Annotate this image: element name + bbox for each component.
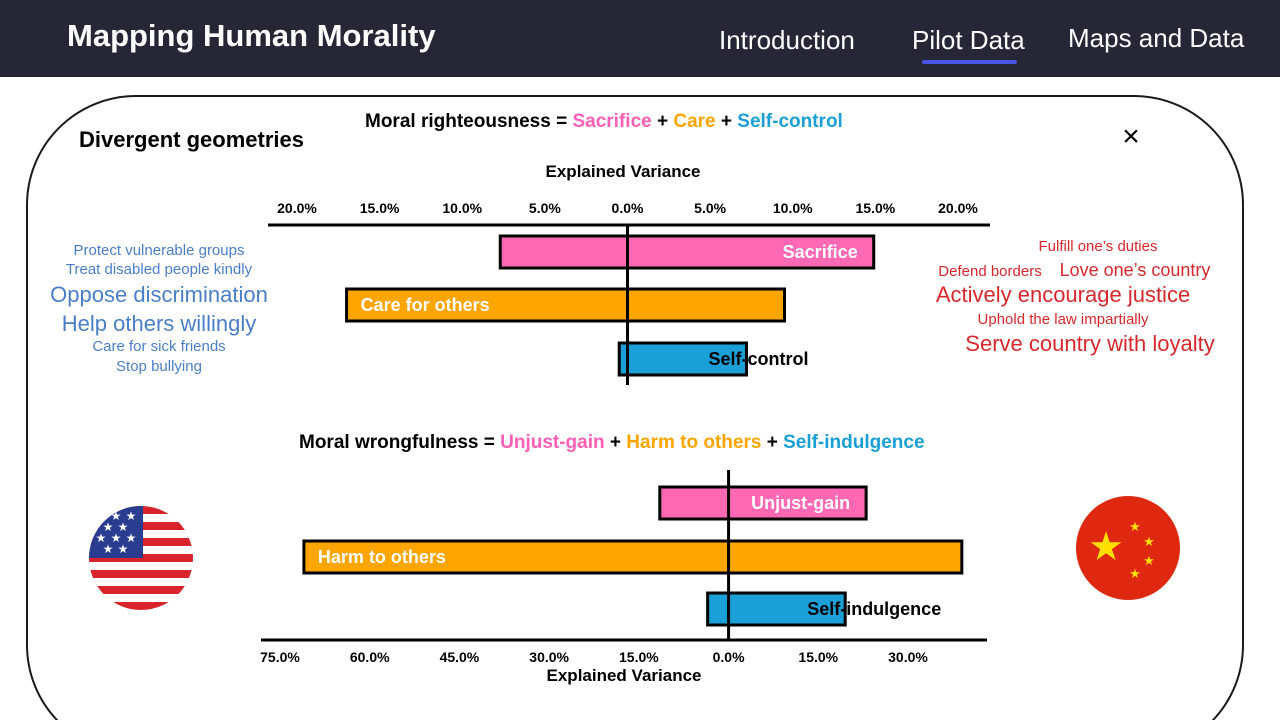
- chart-1-title-part: +: [715, 111, 738, 132]
- chart-1-title-part: Care: [673, 111, 716, 132]
- china-word: Actively encourage justice: [935, 282, 1191, 307]
- chart-1-bar-label: Self-control: [708, 349, 808, 369]
- svg-text:★: ★: [103, 520, 114, 534]
- chart-2-title-part: Self-indulgence: [783, 432, 925, 453]
- chart-1-title-part: Sacrifice: [572, 111, 652, 132]
- chart-1-title-part: Self-control: [737, 111, 843, 132]
- chart-2-axis-label: Explained Variance: [547, 666, 702, 685]
- chart-1-tick-label: 15.0%: [360, 200, 400, 216]
- svg-text:★: ★: [111, 531, 122, 545]
- chart-1-bar: [498, 234, 876, 270]
- nav-link-maps-and-data[interactable]: Maps and Data: [1068, 23, 1245, 53]
- nav-link-pilot-data[interactable]: Pilot Data: [912, 25, 1025, 55]
- chart-2-bar: [658, 485, 868, 521]
- chart-2-tick-label: 15.0%: [798, 649, 838, 665]
- china-word: Fulfill one’s duties: [1038, 238, 1158, 255]
- chart-2-title-part: =: [478, 432, 501, 453]
- china-word: Defend borders: [938, 263, 1042, 280]
- chart-1-tick-label: 10.0%: [442, 200, 482, 216]
- chart-2-tick-label: 45.0%: [440, 649, 480, 665]
- top-nav-bar: Mapping Human Morality Introduction Pilo…: [0, 0, 1280, 77]
- china-word: Uphold the law impartially: [977, 311, 1149, 328]
- us-word: Help others willingly: [61, 311, 257, 336]
- chart-1-tick-label: 5.0%: [529, 200, 561, 216]
- svg-text:★: ★: [1143, 554, 1155, 569]
- chart-1-axis-label: Explained Variance: [546, 162, 701, 181]
- chart-2-tick-label: 30.0%: [529, 649, 569, 665]
- chart-1-bar-label: Sacrifice: [783, 242, 858, 262]
- close-button[interactable]: ×: [1122, 120, 1140, 153]
- chart-1-tick-label: 20.0%: [938, 200, 978, 216]
- chart-2-title: Moral wrongfulness = Unjust-gain + Harm …: [299, 432, 925, 454]
- chart-2-tick-label: 0.0%: [713, 649, 745, 665]
- chart-1-tick-label: 20.0%: [277, 200, 317, 216]
- chart-1-title-part: +: [651, 111, 674, 132]
- chart-2-tick-label: 60.0%: [350, 649, 390, 665]
- svg-text:★: ★: [118, 520, 129, 534]
- panel-heading: Divergent geometries: [79, 127, 304, 152]
- chart-1-title: Moral righteousness = Sacrifice + Care +…: [365, 111, 843, 133]
- svg-text:★: ★: [1088, 524, 1124, 570]
- us-flag-icon: ★ ★ ★ ★ ★ ★ ★ ★ ★ ★: [89, 506, 193, 610]
- chart-2-title-part: Unjust-gain: [500, 432, 605, 453]
- chart-1-title-part: Moral righteousness: [365, 111, 551, 132]
- chart-2-title-part: Moral wrongfulness: [299, 432, 479, 453]
- chart-2-tick-label: 15.0%: [619, 649, 659, 665]
- chart-2-title-part: +: [604, 432, 627, 453]
- chart-1-bar: [345, 287, 786, 323]
- chart-2-tick-label: 30.0%: [888, 649, 928, 665]
- chart-2-bar: [302, 539, 964, 575]
- nav-link-introduction[interactable]: Introduction: [719, 25, 855, 55]
- chart-2-bar: [706, 591, 847, 627]
- svg-text:★: ★: [118, 542, 129, 556]
- chart-2-title-part: +: [761, 432, 784, 453]
- chart-2-tick-label: 75.0%: [260, 649, 300, 665]
- chart-1-tick-label: 15.0%: [856, 200, 896, 216]
- site-title[interactable]: Mapping Human Morality: [67, 18, 436, 53]
- chart-1-tick-label: 10.0%: [773, 200, 813, 216]
- us-word: Treat disabled people kindly: [65, 261, 253, 278]
- svg-text:★: ★: [1129, 567, 1141, 582]
- us-word: Stop bullying: [116, 358, 202, 375]
- chart-2-title-part: Harm to others: [626, 432, 762, 453]
- svg-text:★: ★: [96, 531, 107, 545]
- chart-2-bar-label: Unjust-gain: [751, 493, 850, 513]
- svg-text:★: ★: [1129, 520, 1141, 535]
- chart-1-title-part: =: [550, 111, 573, 132]
- modal-panel: [26, 95, 1244, 720]
- svg-text:★: ★: [126, 509, 137, 523]
- us-word: Protect vulnerable groups: [73, 242, 245, 259]
- svg-text:★: ★: [103, 542, 114, 556]
- chart-1-tick-label: 0.0%: [612, 200, 644, 216]
- us-word: Care for sick friends: [92, 338, 226, 355]
- svg-text:★: ★: [126, 531, 137, 545]
- chart-1-tick-label: 5.0%: [694, 200, 726, 216]
- china-word: Love one’s country: [1059, 260, 1211, 280]
- active-tab-indicator: [922, 60, 1017, 64]
- chart-1-bar: [617, 341, 748, 377]
- us-word: Oppose discrimination: [50, 282, 268, 307]
- chart-1-bar-label: Care for others: [361, 295, 490, 315]
- svg-text:★: ★: [111, 509, 122, 523]
- chart-2-bar-label: Harm to others: [318, 547, 446, 567]
- chart-2-bar-label: Self-indulgence: [807, 599, 941, 619]
- china-word: Serve country with loyalty: [965, 331, 1215, 356]
- china-flag-icon: ★ ★ ★ ★ ★: [1076, 496, 1180, 600]
- svg-text:★: ★: [1143, 535, 1155, 550]
